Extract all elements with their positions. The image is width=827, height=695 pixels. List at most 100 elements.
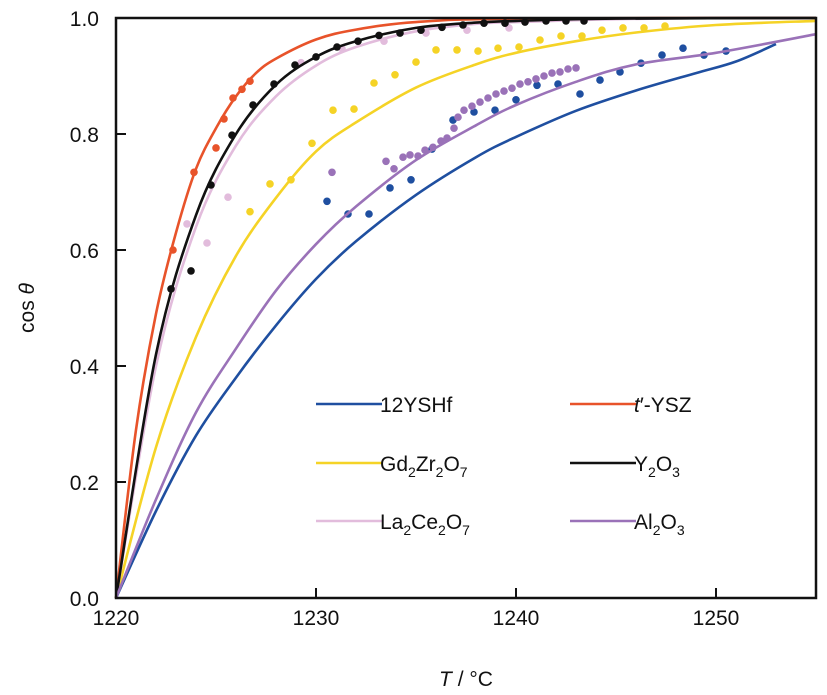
data-point-la2ce2o7 <box>463 26 471 34</box>
data-point-t-ysz <box>229 94 237 102</box>
legend-label: Y2​O3​ <box>634 453 680 480</box>
series-la2ce2o7 <box>114 16 817 599</box>
x-axis-label: T / °C <box>439 668 493 691</box>
data-point-gd2zr2o7 <box>619 24 627 32</box>
data-point-al2o3 <box>540 72 548 80</box>
ticks-layer: 1220 1230 1240 1250 0.0 0.2 0.4 0.6 0.8 1.0 <box>70 8 740 630</box>
series-layer <box>114 16 817 599</box>
data-point-al2o3 <box>460 106 468 114</box>
series-t-ysz <box>114 16 817 599</box>
data-point-y2o3 <box>501 19 509 28</box>
data-point-al2o3 <box>429 143 437 152</box>
legend-label: Gd2​Zr2​O7​ <box>380 453 468 480</box>
data-point-y2o3 <box>521 18 529 26</box>
data-point-al2o3 <box>414 152 422 160</box>
data-point-gd2zr2o7 <box>246 207 254 216</box>
data-point-y2o3 <box>270 80 278 88</box>
data-point-y2o3 <box>187 267 195 275</box>
data-point-y2o3 <box>396 29 404 37</box>
series-gd2zr2o7 <box>114 19 817 599</box>
data-point-gd2zr2o7 <box>515 43 523 51</box>
data-point-gd2zr2o7 <box>640 24 648 32</box>
series-al2o3 <box>114 32 817 599</box>
x-tick-label: 1230 <box>293 607 340 630</box>
x-tick-label: 1250 <box>693 607 740 630</box>
data-point-al2o3 <box>328 168 336 177</box>
data-point-al2o3 <box>500 87 508 95</box>
data-point-y2o3 <box>459 21 467 29</box>
fit-line-la2ce2o7 <box>114 16 817 599</box>
data-point-12yshf <box>365 210 373 218</box>
data-point-12yshf <box>658 51 666 59</box>
data-point-al2o3 <box>382 157 390 166</box>
data-point-al2o3 <box>454 113 462 121</box>
data-point-gd2zr2o7 <box>350 105 358 113</box>
data-point-12yshf <box>407 176 415 184</box>
data-point-al2o3 <box>556 68 564 76</box>
data-point-y2o3 <box>417 26 425 34</box>
legend-label: La2​Ce2​O7​ <box>380 511 470 538</box>
data-point-al2o3 <box>524 78 532 86</box>
data-point-y2o3 <box>375 31 383 40</box>
data-point-gd2zr2o7 <box>370 79 378 87</box>
legend-item-gd2zr2o7: Gd2​Zr2​O7​ <box>316 453 468 480</box>
data-point-al2o3 <box>390 165 398 173</box>
data-point-t-ysz <box>246 77 254 85</box>
data-point-gd2zr2o7 <box>598 26 606 34</box>
data-point-al2o3 <box>406 151 414 159</box>
fit-line-y2o3 <box>114 16 817 599</box>
data-point-al2o3 <box>548 69 556 77</box>
data-point-y2o3 <box>438 23 446 32</box>
legend-item-al2o3: Al2​O3​ <box>570 511 685 538</box>
data-point-al2o3 <box>516 80 524 88</box>
legend-item-12yshf: 12YSHf <box>316 394 453 417</box>
data-point-la2ce2o7 <box>224 193 232 201</box>
data-point-al2o3 <box>508 84 516 92</box>
data-point-al2o3 <box>399 153 407 161</box>
plot-frame <box>114 16 818 600</box>
legend-label: t′-YSZ <box>634 394 692 417</box>
data-point-gd2zr2o7 <box>391 71 399 79</box>
series-12yshf <box>114 42 777 599</box>
y-tick-label: 0.0 <box>70 588 99 611</box>
data-point-la2ce2o7 <box>183 220 191 228</box>
y-tick-label: 0.8 <box>70 124 99 147</box>
data-point-t-ysz <box>169 246 177 254</box>
data-point-gd2zr2o7 <box>412 58 420 66</box>
data-point-gd2zr2o7 <box>536 36 544 44</box>
data-point-al2o3 <box>437 137 445 145</box>
data-point-al2o3 <box>443 134 451 142</box>
fit-line-gd2zr2o7 <box>114 19 817 599</box>
data-point-12yshf <box>554 80 562 88</box>
legend-label: Al2​O3​ <box>634 511 685 538</box>
data-point-la2ce2o7 <box>380 37 388 45</box>
fit-line-12yshf <box>114 42 777 599</box>
data-point-al2o3 <box>476 98 484 106</box>
x-tick-label: 1220 <box>93 607 140 630</box>
series-y2o3 <box>114 16 817 599</box>
legend-item-la2ce2o7: La2​Ce2​O7​ <box>316 511 470 538</box>
y-tick-label: 1.0 <box>70 8 99 31</box>
data-point-gd2zr2o7 <box>474 47 482 55</box>
data-point-y2o3 <box>480 19 488 28</box>
data-point-al2o3 <box>450 124 458 132</box>
data-point-al2o3 <box>572 64 580 72</box>
data-point-al2o3 <box>421 146 429 154</box>
data-point-t-ysz <box>190 168 198 177</box>
data-point-12yshf <box>596 76 604 84</box>
data-point-12yshf <box>576 90 584 98</box>
data-point-al2o3 <box>492 90 500 98</box>
data-point-12yshf <box>679 44 687 52</box>
data-point-t-ysz <box>220 115 228 123</box>
data-point-al2o3 <box>564 65 572 73</box>
legend-item-t-ysz: t′-YSZ <box>570 394 692 417</box>
data-point-gd2zr2o7 <box>661 22 669 30</box>
data-point-12yshf <box>533 81 541 90</box>
data-point-12yshf <box>512 96 520 104</box>
y-tick-label: 0.4 <box>70 356 100 379</box>
data-point-al2o3 <box>532 75 540 83</box>
fit-line-al2o3 <box>114 32 817 599</box>
fit-line-t-ysz <box>114 16 817 599</box>
data-point-y2o3 <box>354 37 362 45</box>
data-point-gd2zr2o7 <box>266 180 274 188</box>
